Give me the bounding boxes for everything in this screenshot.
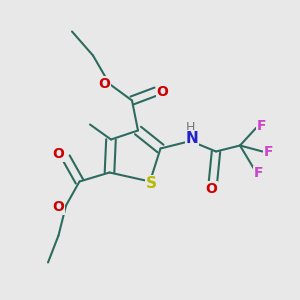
Text: F: F bbox=[264, 145, 273, 158]
Text: O: O bbox=[52, 148, 64, 161]
Text: N: N bbox=[186, 131, 198, 146]
Text: O: O bbox=[206, 182, 218, 196]
Text: S: S bbox=[146, 176, 157, 190]
Text: F: F bbox=[254, 167, 264, 180]
Text: O: O bbox=[52, 200, 64, 214]
Text: H: H bbox=[186, 121, 195, 134]
Text: O: O bbox=[98, 77, 110, 91]
Text: F: F bbox=[257, 119, 267, 133]
Text: O: O bbox=[157, 85, 169, 98]
